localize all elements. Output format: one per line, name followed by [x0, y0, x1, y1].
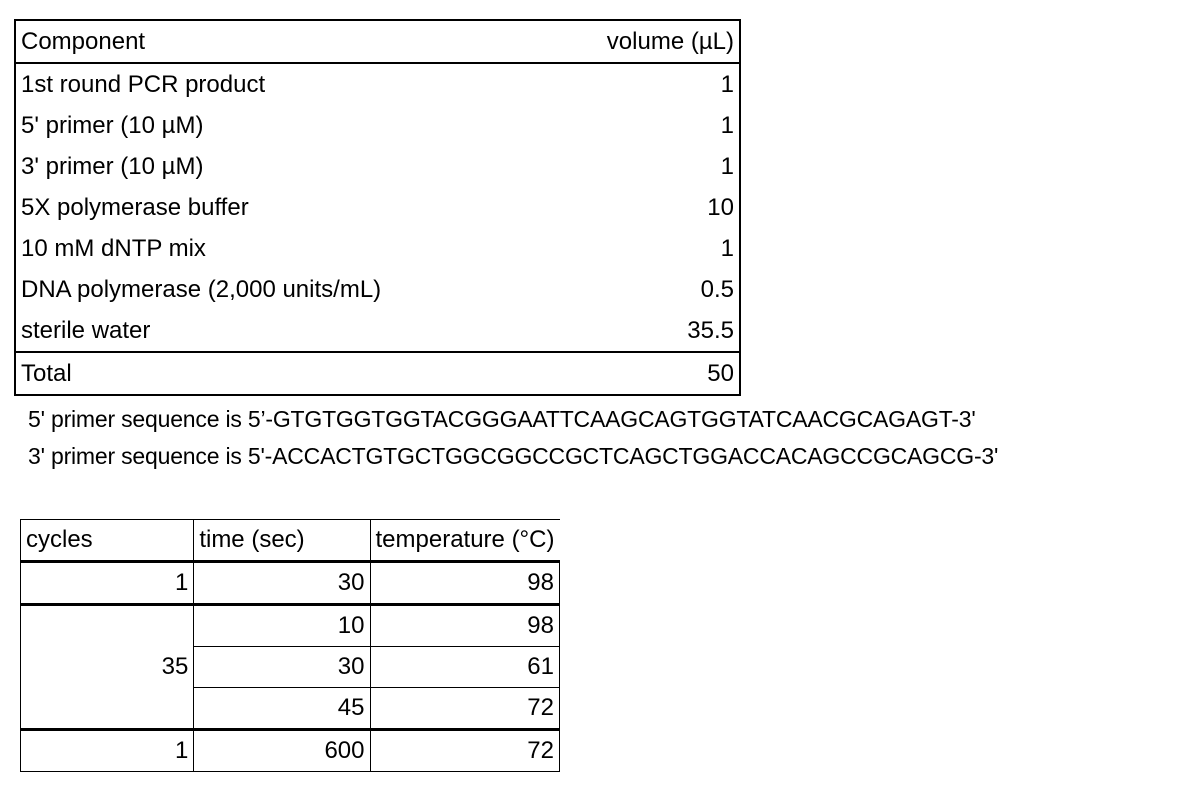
component-cell: DNA polymerase (2,000 units/mL)	[21, 275, 382, 303]
table-row: 1st round PCR product 1	[15, 63, 740, 105]
table-row: 1 30 98	[19, 560, 560, 605]
component-cell: 10 mM dNTP mix	[21, 234, 206, 262]
component-cell: 5X polymerase buffer	[21, 193, 249, 221]
table-row: 10 mM dNTP mix 1	[15, 228, 740, 269]
total-row: Total 50	[15, 351, 740, 395]
table-row: 30 61	[21, 646, 560, 688]
header-cycles: cycles	[19, 519, 195, 562]
table-header-row: Component volume (µL)	[15, 20, 740, 64]
three-prime-sequence: 3' primer sequence is 5'-ACCACTGTGCTGGCG…	[28, 443, 999, 469]
time-cell: 10	[193, 603, 371, 647]
cycling-table: cycles time (sec) temperature (°C) 1 30 …	[19, 519, 560, 772]
table-row: 5' primer (10 µM) 1	[15, 105, 740, 146]
temperature-cell: 72	[369, 728, 560, 772]
cycles-cell: 1	[19, 560, 195, 605]
header-component: Component	[15, 20, 544, 64]
volume-cell: 1	[720, 152, 734, 180]
volume-cell: 1	[720, 234, 734, 262]
temperature-cell: 98	[369, 560, 560, 605]
time-cell: 30	[193, 646, 371, 688]
time-cell: 600	[193, 728, 371, 772]
table-row: 5X polymerase buffer 10	[15, 187, 740, 228]
time-cell: 45	[193, 687, 371, 730]
table-header-row: cycles time (sec) temperature (°C)	[19, 519, 560, 562]
time-cell: 30	[193, 560, 371, 605]
reaction-mix-table: Component volume (µL) 1st round PCR prod…	[14, 19, 741, 396]
table-row: 35 10 98	[19, 603, 560, 730]
temperature-cell: 98	[369, 603, 560, 647]
volume-cell: 10	[707, 193, 734, 221]
table-row: sterile water 35.5	[15, 310, 740, 352]
volume-cell: 1	[720, 111, 734, 139]
temperature-cell: 61	[369, 646, 560, 688]
header-temperature: temperature (°C)	[369, 519, 560, 562]
component-cell: sterile water	[21, 316, 151, 344]
table-row: DNA polymerase (2,000 units/mL) 0.5	[15, 269, 740, 310]
cycles-cell: 35	[19, 603, 195, 730]
header-time: time (sec)	[193, 519, 371, 562]
five-prime-sequence: 5' primer sequence is 5’-GTGTGGTGGTACGGG…	[28, 406, 976, 432]
header-volume: volume (µL)	[543, 20, 740, 64]
cycles-cell: 1	[19, 728, 195, 772]
table-row: 3' primer (10 µM) 1	[15, 146, 740, 187]
table-row: 1 600 72	[19, 728, 560, 772]
component-cell: 1st round PCR product	[21, 70, 266, 98]
volume-cell: 35.5	[687, 316, 734, 344]
total-value: 50	[543, 351, 740, 395]
volume-cell: 1	[720, 70, 734, 98]
temperature-cell: 72	[369, 687, 560, 730]
volume-cell: 0.5	[700, 275, 734, 303]
total-label: Total	[15, 351, 544, 395]
component-cell: 3' primer (10 µM)	[21, 152, 204, 180]
component-cell: 5' primer (10 µM)	[21, 111, 204, 139]
